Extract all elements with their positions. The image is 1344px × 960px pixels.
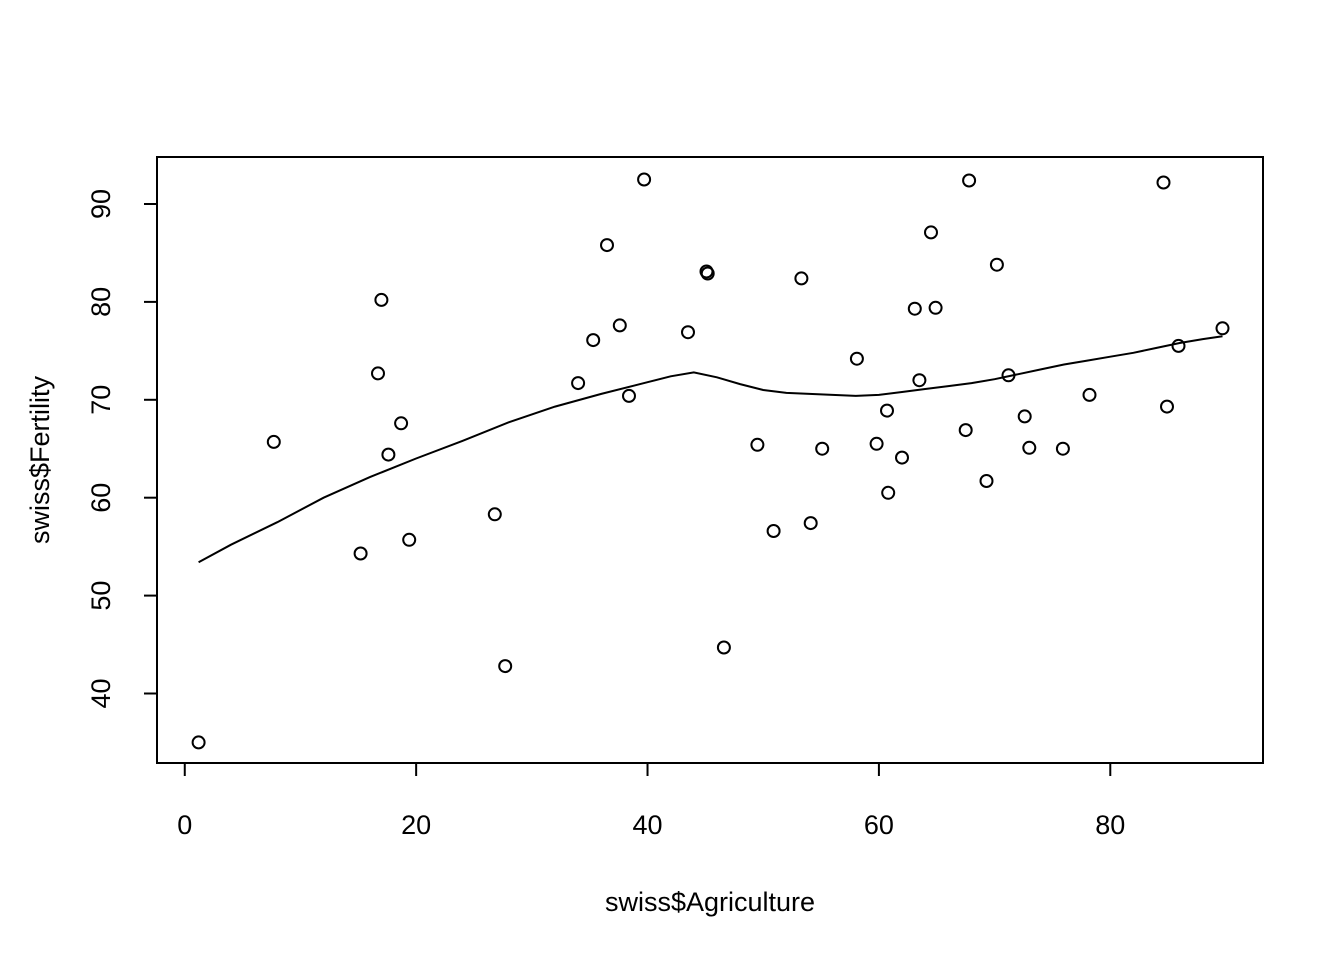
data-point [622, 388, 636, 403]
y-tick-label: 60 [86, 483, 116, 513]
data-point [881, 485, 896, 500]
y-tick-label: 70 [86, 385, 116, 415]
data-point [487, 507, 502, 522]
data-point [869, 436, 884, 451]
data-point [958, 423, 973, 438]
data-point [928, 300, 943, 315]
data-point [1055, 441, 1070, 456]
data-point [1160, 399, 1174, 414]
x-tick-label: 80 [1095, 810, 1125, 840]
data-point [750, 437, 765, 452]
y-tick-label: 80 [86, 287, 116, 317]
data-point [353, 546, 368, 561]
data-point [681, 325, 695, 340]
data-point [1171, 338, 1186, 353]
plot-frame [156, 156, 1264, 764]
data-point [880, 403, 894, 418]
data-point [1022, 440, 1037, 455]
x-axis-label: swiss$Agriculture [605, 887, 815, 917]
x-tick-label: 60 [864, 810, 894, 840]
data-point [766, 524, 781, 538]
data-point [266, 434, 281, 449]
y-tick-label: 40 [86, 678, 116, 708]
data-point [907, 301, 922, 316]
data-point [498, 659, 513, 674]
data-point [912, 373, 927, 388]
data-point [571, 376, 586, 391]
y-tick-label: 90 [86, 189, 116, 219]
data-points [191, 172, 1230, 750]
x-tick-label: 40 [633, 810, 663, 840]
data-point [849, 351, 864, 366]
data-point [895, 450, 909, 465]
data-point [979, 474, 994, 488]
data-point [374, 292, 389, 307]
data-point [612, 318, 627, 333]
y-axis: 40 50 60 70 80 90 [86, 189, 158, 709]
data-point [700, 266, 715, 281]
data-point [371, 366, 385, 381]
data-point [1017, 409, 1032, 424]
data-point [1001, 368, 1016, 383]
data-point [794, 271, 809, 286]
data-point [815, 441, 830, 456]
data-point [1082, 387, 1097, 402]
data-point [962, 173, 977, 188]
data-point [381, 447, 396, 462]
x-axis: 0 20 40 60 80 [177, 762, 1125, 840]
y-tick-label: 50 [86, 581, 116, 611]
data-point [1156, 175, 1171, 190]
data-point [637, 172, 652, 187]
x-tick-label: 20 [401, 810, 431, 840]
data-point [191, 735, 206, 750]
data-point [394, 416, 409, 431]
data-point [600, 238, 614, 253]
data-point [803, 516, 818, 531]
lowess-smooth-line [198, 335, 1223, 564]
data-point [989, 257, 1004, 272]
data-point [586, 333, 601, 348]
data-point [402, 532, 417, 547]
x-tick-label: 0 [177, 810, 192, 840]
data-point [924, 225, 938, 240]
y-axis-label: swiss$Fertility [25, 375, 55, 544]
data-point [716, 640, 731, 655]
data-point [1215, 321, 1230, 336]
